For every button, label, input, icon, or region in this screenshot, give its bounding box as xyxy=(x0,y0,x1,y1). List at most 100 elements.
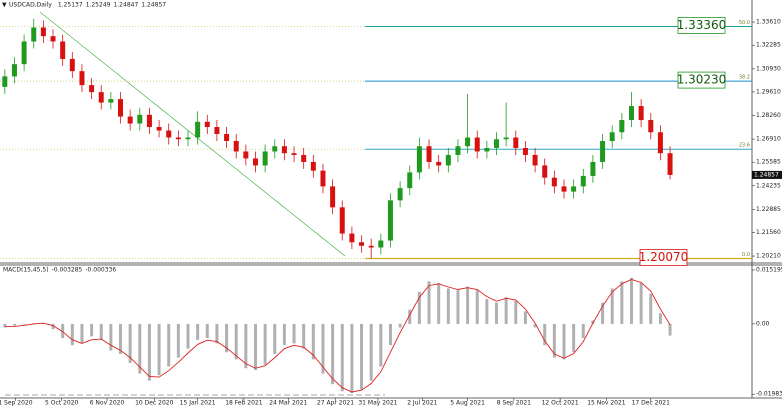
x-tick-label: 5 Oct 2020 xyxy=(45,400,78,407)
macd-bar xyxy=(668,323,672,336)
y-tick-label: 1.25585 xyxy=(756,159,781,166)
candle-body xyxy=(426,146,432,162)
macd-bar xyxy=(128,323,132,363)
macd-bar xyxy=(282,323,286,346)
candle-body xyxy=(474,137,480,152)
candle-body xyxy=(166,130,172,138)
macd-bar xyxy=(186,323,190,349)
macd-bar xyxy=(388,323,392,346)
candle-body xyxy=(416,146,422,173)
fib-price-box xyxy=(677,17,726,34)
x-tick-label: 5 Aug 2021 xyxy=(450,400,485,407)
macd-bar xyxy=(340,323,344,392)
macd-bar xyxy=(504,297,508,324)
macd-bar xyxy=(629,277,633,324)
candle-body xyxy=(50,36,56,42)
y-tick-label: 1.26910 xyxy=(756,136,781,143)
macd-bar xyxy=(408,309,412,324)
fib-price-box xyxy=(639,249,688,266)
x-tick-label: 15 Nov 2021 xyxy=(587,400,626,407)
macd-bar xyxy=(109,323,113,351)
x-tick-label: 6 Nov 2020 xyxy=(90,400,125,407)
fib-ratio: 50.0 xyxy=(739,20,750,26)
macd-bar xyxy=(147,323,151,381)
macd-bar xyxy=(167,323,171,367)
candle-body xyxy=(551,177,557,187)
candle-body xyxy=(387,200,393,241)
y-tick-label: 0.00 xyxy=(756,320,770,327)
y-tick-label: 1.20210 xyxy=(756,253,781,260)
candle-body xyxy=(175,137,181,140)
macd-bar xyxy=(417,291,421,324)
macd-bar xyxy=(119,323,123,355)
candle-body xyxy=(368,245,374,248)
x-tick-label: 2 Jul 2021 xyxy=(407,400,437,407)
macd-bar xyxy=(369,323,373,381)
candle-body xyxy=(243,151,249,159)
macd-bar xyxy=(273,323,277,355)
trend-line xyxy=(39,11,346,257)
x-tick-label: 18 Feb 2021 xyxy=(225,400,263,407)
candle-body xyxy=(185,137,191,140)
fib-price-box xyxy=(677,71,726,89)
candle-body xyxy=(484,147,490,152)
macd-bar xyxy=(456,290,460,324)
macd-bar xyxy=(427,281,431,324)
candle-body xyxy=(561,186,567,192)
macd-bar xyxy=(485,299,489,324)
candle-body xyxy=(522,147,528,155)
macd-bar xyxy=(437,283,441,324)
candle-body xyxy=(571,186,577,192)
macd-bar xyxy=(61,323,65,339)
candle-body xyxy=(31,27,37,42)
price-tag: 1.24857 xyxy=(754,171,779,178)
header-value: 1.25249 xyxy=(86,2,111,9)
candle-body xyxy=(590,161,596,176)
candle-body xyxy=(600,140,606,162)
macd-bar xyxy=(398,323,402,328)
x-tick-label: 1 Sep 2020 xyxy=(0,400,33,407)
candle-body xyxy=(455,146,461,155)
candle-body xyxy=(21,41,27,65)
macd-bar xyxy=(620,281,624,324)
macd-bar xyxy=(302,323,306,349)
x-tick-label: 31 May 2021 xyxy=(358,400,397,407)
x-tick-label: 27 Apr 2021 xyxy=(317,400,354,407)
candle-body xyxy=(667,153,673,175)
y-tick-label: 0.015195 xyxy=(756,266,782,273)
y-tick-label: 1.29610 xyxy=(756,88,781,95)
macd-bar xyxy=(331,323,335,385)
candle-body xyxy=(69,58,75,72)
macd-bar xyxy=(225,323,229,353)
candle-body xyxy=(40,27,46,37)
candle-body xyxy=(609,132,615,141)
x-tick-label: 12 Oct 2021 xyxy=(542,400,579,407)
macd-bar xyxy=(205,323,209,339)
candle-body xyxy=(494,139,500,148)
candle-body xyxy=(580,175,586,187)
macd-bar xyxy=(639,283,643,324)
candle-body xyxy=(204,121,210,128)
y-tick-label: 1.28260 xyxy=(756,112,781,119)
y-tick-label: -0.019835 xyxy=(756,391,782,398)
indicator-label: MACD(15,45,5) xyxy=(3,267,49,274)
macd-bar xyxy=(196,323,200,340)
candle-body xyxy=(619,120,625,133)
candle-body xyxy=(98,92,104,103)
x-tick-label: 15 Jan 2021 xyxy=(180,400,216,407)
macd-bar xyxy=(157,323,161,376)
candle-body xyxy=(359,242,365,246)
macd-bar xyxy=(234,323,238,360)
x-tick-label: 17 Dec 2021 xyxy=(632,400,671,407)
macd-bar xyxy=(51,323,55,330)
candle-body xyxy=(436,161,442,166)
macd-bar xyxy=(263,323,267,365)
symbol: USDCAD,Daily xyxy=(9,2,52,9)
macd-bar xyxy=(215,323,219,344)
macd-bar xyxy=(552,323,556,358)
candle-body xyxy=(60,41,66,59)
candle-body xyxy=(2,76,8,87)
macd-bar xyxy=(22,323,26,325)
menu-arrow: ▼ xyxy=(2,2,7,9)
macd-bar xyxy=(176,323,180,358)
